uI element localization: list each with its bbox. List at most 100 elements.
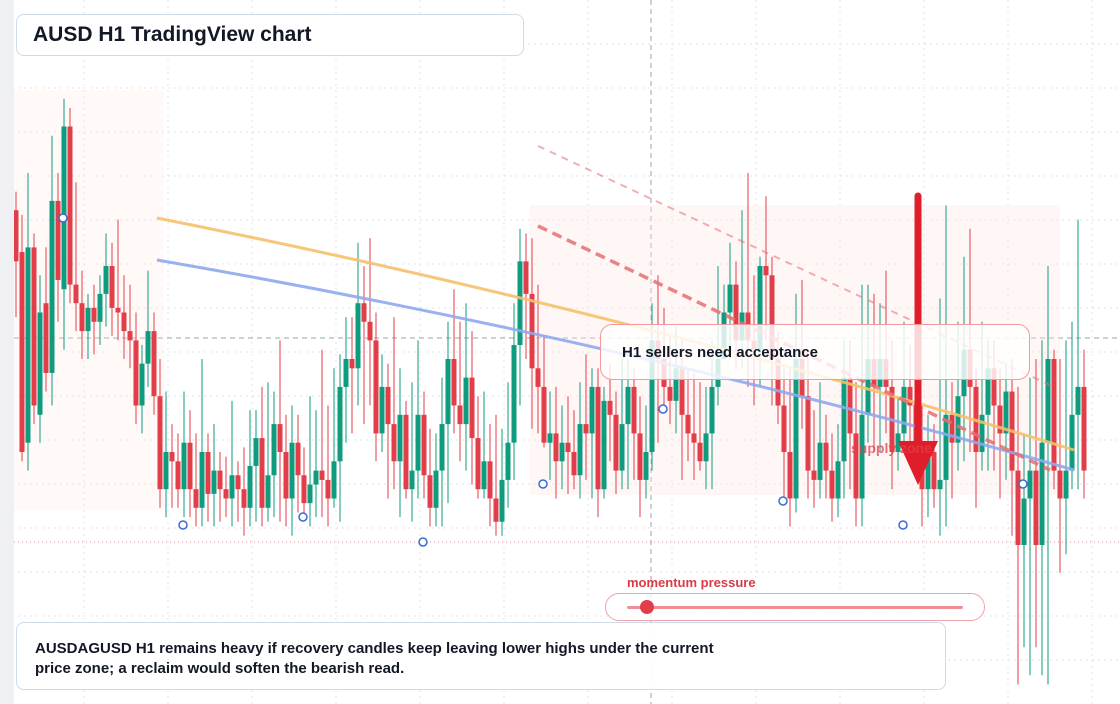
- candle: [433, 433, 439, 527]
- momentum-label: momentum pressure: [627, 575, 756, 590]
- candle: [229, 400, 235, 527]
- candle-body: [541, 386, 547, 443]
- candle: [277, 340, 283, 522]
- candle: [625, 359, 631, 490]
- candle-body: [763, 266, 769, 276]
- candle: [487, 424, 493, 527]
- candle: [1021, 433, 1027, 648]
- candle-body: [925, 452, 931, 490]
- candle-body: [187, 442, 193, 490]
- candle-body: [139, 363, 145, 406]
- candle-body: [1051, 359, 1057, 471]
- candle: [493, 414, 499, 536]
- candle-body: [775, 359, 781, 406]
- candle: [421, 391, 427, 499]
- candle: [931, 424, 937, 508]
- candle-body: [691, 433, 697, 443]
- candle-body: [373, 340, 379, 434]
- candle-body: [835, 461, 841, 499]
- candle-body: [493, 498, 499, 522]
- candle-body: [559, 442, 565, 462]
- candle-body: [1003, 391, 1009, 434]
- candle-body: [1075, 386, 1081, 415]
- momentum-track-line: [627, 606, 963, 609]
- candle: [781, 368, 787, 499]
- candle-body: [277, 424, 283, 452]
- candle-body: [1057, 470, 1063, 499]
- candle-body: [355, 303, 361, 369]
- candle: [163, 391, 169, 518]
- candle-body: [475, 438, 481, 490]
- candle-body: [1039, 442, 1045, 545]
- candle-body: [121, 312, 127, 332]
- candle: [589, 368, 595, 499]
- candle: [415, 340, 421, 499]
- candle-body: [565, 442, 571, 452]
- candle: [619, 359, 625, 490]
- candle: [559, 405, 565, 490]
- candle: [505, 382, 511, 508]
- candle: [643, 405, 649, 499]
- candle-body: [223, 489, 229, 499]
- candle-body: [49, 200, 55, 373]
- candle-body: [505, 442, 511, 480]
- candle-body: [469, 377, 475, 439]
- candle-series[interactable]: [13, 98, 1087, 685]
- candle: [295, 414, 301, 513]
- candle-body: [325, 479, 331, 499]
- candle-body: [1015, 470, 1021, 545]
- candle-body: [1033, 470, 1039, 545]
- candle-body: [343, 359, 349, 387]
- candle: [55, 173, 61, 322]
- signal-marker: [178, 520, 188, 530]
- candle-body: [955, 396, 961, 443]
- candle-body: [211, 470, 217, 494]
- signal-marker: [1018, 479, 1028, 489]
- candle: [439, 377, 445, 527]
- candle-body: [295, 442, 301, 476]
- candle: [169, 424, 175, 508]
- candle-body: [253, 438, 259, 466]
- candle: [109, 242, 115, 336]
- signal-marker: [418, 537, 428, 547]
- candle: [523, 233, 529, 359]
- candle: [475, 396, 481, 499]
- candle-body: [367, 321, 373, 341]
- candle-body: [67, 126, 73, 285]
- candle-body: [895, 433, 901, 452]
- candle: [697, 382, 703, 471]
- momentum-knob: [640, 600, 655, 614]
- candle-body: [133, 340, 139, 406]
- candle-body: [37, 312, 43, 415]
- candle-body: [13, 210, 19, 262]
- candle-body: [169, 452, 175, 462]
- candle-body: [31, 247, 37, 406]
- candle: [121, 275, 127, 359]
- candle-body: [391, 424, 397, 462]
- candle-body: [571, 452, 577, 476]
- momentum-meter: [605, 593, 985, 621]
- candle: [217, 452, 223, 522]
- candle: [553, 386, 559, 499]
- candle-body: [73, 284, 79, 304]
- candle: [49, 135, 55, 406]
- moving-average-fast: [156, 216, 1075, 452]
- candle: [391, 317, 397, 490]
- signal-marker: [778, 496, 788, 506]
- candle: [31, 233, 37, 425]
- candle-body: [163, 452, 169, 490]
- candle-body: [421, 414, 427, 476]
- candle-body: [601, 400, 607, 490]
- candle-body: [949, 414, 955, 443]
- signal-marker: [538, 479, 548, 489]
- candle-body: [109, 266, 115, 308]
- candle: [631, 368, 637, 480]
- candle-body: [127, 331, 133, 341]
- candle: [1027, 377, 1033, 676]
- callout-text: H1 sellers need acceptance: [622, 344, 818, 361]
- candle-body: [607, 400, 613, 415]
- candle: [139, 345, 145, 434]
- callout-box: H1 sellers need acceptance: [600, 324, 1030, 380]
- candle: [241, 447, 247, 536]
